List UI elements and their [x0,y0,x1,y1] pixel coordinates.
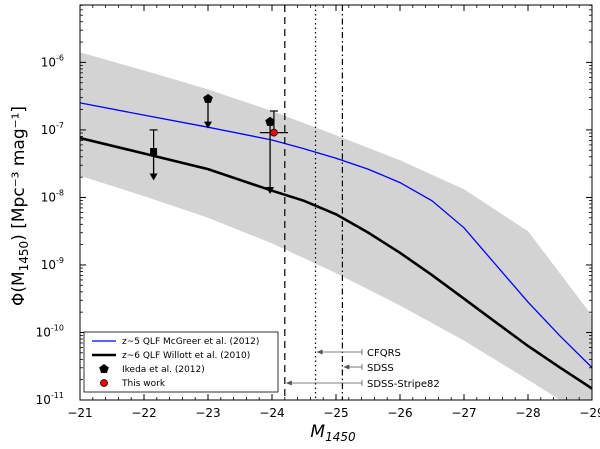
y-tick-label-base: 10 [36,393,51,407]
x-tick-label: −24 [259,406,284,420]
y-tick-label-exponent: -8 [56,188,64,197]
uncertainty-band-group [80,52,592,400]
x-tick-label: −21 [67,406,92,420]
y-tick-label-exponent: -10 [51,323,64,332]
y-tick-label-base: 10 [41,55,56,69]
data-point-3-upper-limit-arrow-head [266,187,275,195]
survey-annotations-group: CFQRS SDSS SDSS-Stripe82 [285,348,440,390]
series-line-willott-z6 [80,136,592,390]
x-tick-label: −22 [131,406,156,420]
legend: z~5 QLF McGreer et al. (2012) z~6 QLF Wil… [83,331,279,393]
data-points-group [149,93,288,195]
y-tick-label: 10-11 [36,391,64,407]
y-tick-label-exponent: -11 [51,391,64,400]
data-point-3-pentagon-marker [265,116,275,126]
series-line-mcgreer-z5 [80,102,592,369]
legend-label: z~5 QLF McGreer et al. (2012) [122,337,259,347]
y-tick-label-exponent: -9 [56,256,64,265]
series-group [80,102,592,390]
legend-swatch-pentagon [99,364,109,373]
legend-label: z~6 QLF Willott et al. (2010) [122,351,250,361]
data-point-2-pentagon-marker [203,93,213,103]
data-point-4-circle-marker [270,128,278,137]
y-tick-label: 10-10 [36,323,64,339]
data-point-1-square-marker [150,148,158,156]
x-tick-label: −23 [195,406,220,420]
y-tick-label-base: 10 [41,190,56,204]
x-tick-label: −26 [387,406,412,420]
legend-label: Ikeda et al. (2012) [122,365,205,375]
y-tick-label: 10-6 [41,53,64,69]
x-axis-title-main: M [310,422,325,442]
legend-box [83,331,279,393]
survey-arrow-head-sdss-stripe82 [285,380,292,386]
y-tick-label: 10-7 [41,121,64,137]
x-axis-title: M1450 [310,422,356,444]
y-tick-label: 10-9 [41,256,64,272]
survey-label-sdss-stripe82: SDSS-Stripe82 [367,379,440,390]
legend-label: This work [121,379,166,389]
y-axis-title-units: ) [Mpc⁻³ mag⁻¹] [9,106,29,241]
survey-arrow-head-cfqrs [316,349,323,355]
y-tick-label-exponent: -7 [56,121,64,130]
data-point-2-upper-limit-arrow-head [204,121,212,129]
survey-arrow-head-sdss [343,364,350,370]
x-tick-label: −29 [579,406,600,420]
x-tick-label: −28 [515,406,540,420]
survey-label-cfqrs: CFQRS [367,348,401,359]
y-tick-label: 10-8 [41,188,64,204]
y-tick-label-base: 10 [36,325,51,339]
y-axis-title-sub: 1450 [17,241,31,272]
y-axis-title-main: Φ(M [9,271,29,306]
x-tick-label: −25 [323,406,348,420]
survey-label-sdss: SDSS [367,363,394,374]
survey-limit-lines-group [284,5,343,400]
y-tick-label-exponent: -6 [56,53,64,62]
y-axis-title: Φ(M1450) [Mpc⁻³ mag⁻¹] [9,106,31,306]
uncertainty-band [80,52,592,400]
axis-ticks-group: −21−22−23−24−25−26−27−28−2910-1110-1010-… [36,4,600,420]
y-tick-label-base: 10 [41,123,56,137]
x-tick-label: −27 [451,406,476,420]
x-axis-title-sub: 1450 [325,430,356,444]
data-point-1-upper-limit-arrow-head [149,173,158,181]
legend-swatch-circle [100,379,108,387]
y-tick-label-base: 10 [41,258,56,272]
